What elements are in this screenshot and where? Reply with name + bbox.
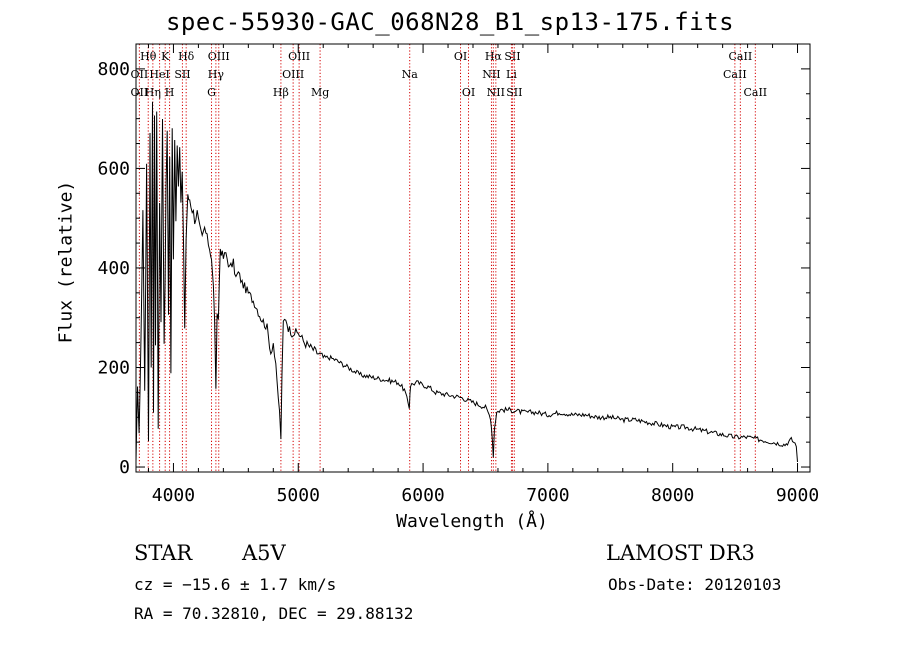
observation-date: Obs-Date: 20120103 <box>608 575 782 594</box>
y-tick-label: 600 <box>97 158 130 179</box>
y-axis-label: Flux (relative) <box>55 180 77 344</box>
spectral-line-label: Hδ <box>178 50 195 63</box>
spectral-line-label: Mg <box>311 86 329 99</box>
spectral-line-label: NII <box>482 68 500 81</box>
object-subclass: A5V <box>242 541 286 565</box>
x-tick-label: 5000 <box>277 485 320 506</box>
x-tick-label: 8000 <box>651 485 694 506</box>
y-tick-label: 200 <box>97 357 130 378</box>
spectral-line-label: SII <box>504 50 520 63</box>
spectral-line-label: CaII <box>729 50 753 63</box>
spectral-line-label: CaII <box>743 86 767 99</box>
spectral-line-label: Hθ <box>140 50 157 63</box>
spectral-line-label: SII <box>506 86 522 99</box>
spectral-line-label: Hβ <box>273 86 289 99</box>
plot-frame <box>135 43 811 473</box>
spectral-line-label: OII <box>131 68 149 81</box>
spectral-line-label: CaII <box>723 68 747 81</box>
x-tick-label: 4000 <box>152 485 195 506</box>
x-axis-label: Wavelength (Å) <box>396 511 548 532</box>
x-tick-label: 9000 <box>776 485 819 506</box>
y-tick-label: 400 <box>97 258 130 279</box>
x-tick-label: 7000 <box>526 485 569 506</box>
spectral-line-label: SII <box>174 68 190 81</box>
spectral-line-label: Hα <box>485 50 503 63</box>
x-tick-label: 6000 <box>401 485 444 506</box>
coordinates: RA = 70.32810, DEC = 29.88132 <box>134 604 414 623</box>
spectral-line-label: HeI <box>149 68 169 81</box>
spectral-line-label: Hγ <box>208 68 225 81</box>
spectral-line-label: NII <box>487 86 505 99</box>
spectral-line-label: OIII <box>288 50 310 63</box>
spectral-line-label: Na <box>402 68 419 81</box>
chart-title: spec-55930-GAC_068N28_B1_sp13-175.fits <box>165 8 735 36</box>
spectral-line-label: Hη <box>145 86 161 99</box>
spectral-line-label: Li <box>506 68 517 81</box>
survey-name: LAMOST DR3 <box>606 541 755 565</box>
redshift-cz: cz = −15.6 ± 1.7 km/s <box>134 575 337 594</box>
y-tick-label: 0 <box>119 457 130 478</box>
spectral-line-label: K <box>161 50 170 63</box>
y-tick-label: 800 <box>97 59 130 80</box>
spectral-line-label: OI <box>454 50 467 63</box>
spectral-line-label: OI <box>462 86 475 99</box>
spectral-line-label: G <box>207 86 216 99</box>
spectral-line-label: OIII <box>208 50 230 63</box>
object-class: STAR <box>134 541 193 565</box>
spectral-line-label: OIII <box>282 68 304 81</box>
spectral-line-label: H <box>165 86 175 99</box>
axis-ticks: 4000 5000 6000 7000 8000 9000 0 200 400 600 800 <box>97 44 819 506</box>
flux-series-line <box>135 101 798 463</box>
spectral-line-label: OII <box>131 86 149 99</box>
